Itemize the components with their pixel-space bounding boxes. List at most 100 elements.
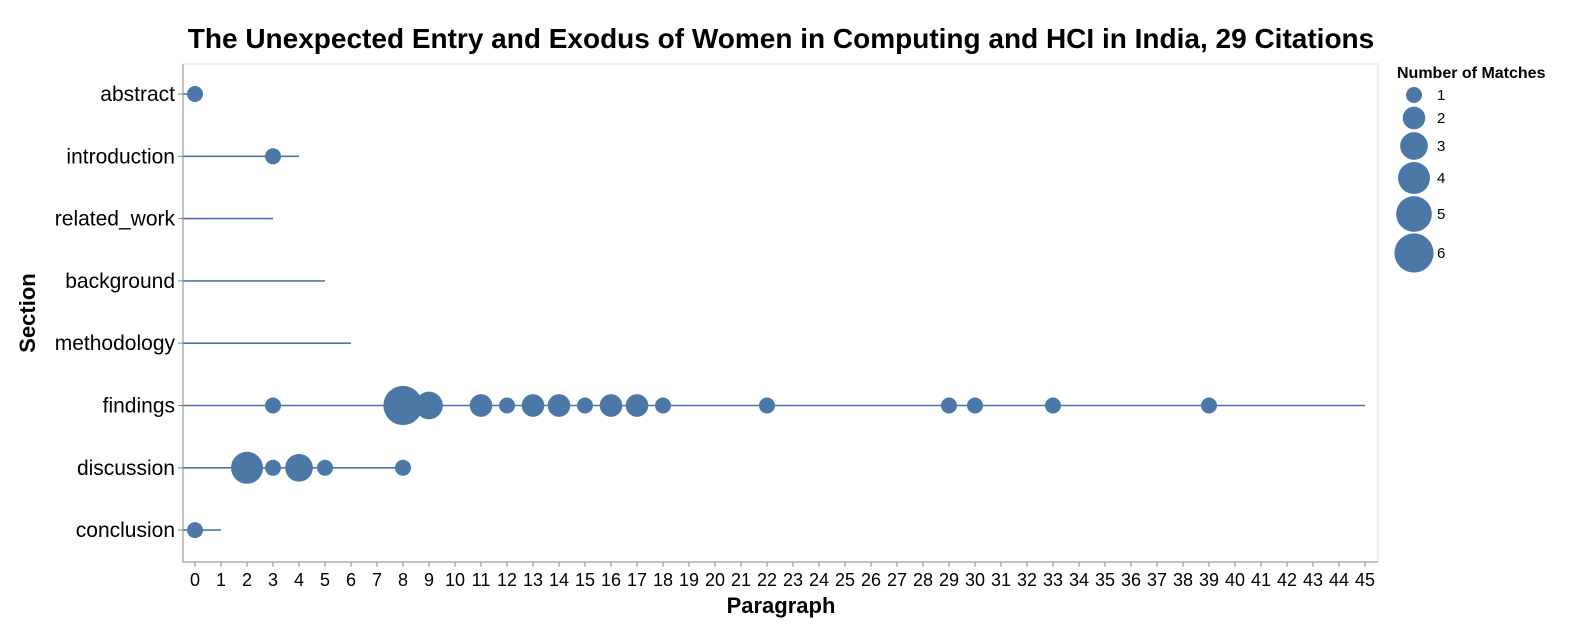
y-tick-label-related_work: related_work bbox=[55, 208, 176, 231]
x-tick-label-12: 12 bbox=[497, 570, 517, 590]
x-tick-label-13: 13 bbox=[523, 570, 543, 590]
x-tick-label-40: 40 bbox=[1225, 570, 1245, 590]
y-tick-label-methodology: methodology bbox=[55, 332, 176, 355]
legend-symbol-6 bbox=[1394, 233, 1434, 273]
plot-frame bbox=[182, 63, 1379, 563]
legend-label-4: 4 bbox=[1437, 170, 1445, 187]
point-discussion-5 bbox=[317, 459, 333, 476]
x-tick-label-32: 32 bbox=[1017, 570, 1037, 590]
x-tick-label-43: 43 bbox=[1303, 570, 1323, 590]
legend-label-6: 6 bbox=[1437, 245, 1445, 262]
point-discussion-2 bbox=[231, 451, 263, 484]
x-tick-label-14: 14 bbox=[549, 570, 569, 590]
point-findings-8 bbox=[383, 385, 423, 426]
legend-label-2: 2 bbox=[1437, 110, 1445, 127]
x-tick-label-44: 44 bbox=[1329, 570, 1349, 590]
x-tick-label-2: 2 bbox=[242, 570, 252, 590]
x-tick-label-0: 0 bbox=[190, 570, 200, 590]
x-tick-label-24: 24 bbox=[809, 570, 829, 590]
point-discussion-8 bbox=[395, 459, 411, 476]
x-tick-label-6: 6 bbox=[346, 570, 356, 590]
legend-label-1: 1 bbox=[1437, 87, 1445, 104]
x-tick-label-21: 21 bbox=[731, 570, 751, 590]
point-findings-33 bbox=[1045, 397, 1061, 414]
chart-title: The Unexpected Entry and Exodus of Women… bbox=[188, 23, 1374, 54]
point-findings-17 bbox=[625, 394, 649, 417]
x-tick-label-42: 42 bbox=[1277, 570, 1297, 590]
size-legend: Number of Matches 1 2 3 4 5 6 bbox=[1394, 65, 1546, 273]
x-tick-label-16: 16 bbox=[601, 570, 621, 590]
x-tick-label-35: 35 bbox=[1095, 570, 1115, 590]
x-tick-label-7: 7 bbox=[372, 570, 382, 590]
point-findings-22 bbox=[759, 397, 775, 414]
x-tick-label-18: 18 bbox=[653, 570, 673, 590]
legend-title: Number of Matches bbox=[1397, 65, 1546, 82]
point-findings-13 bbox=[521, 394, 545, 417]
x-tick-label-30: 30 bbox=[965, 570, 985, 590]
x-tick-label-5: 5 bbox=[320, 570, 330, 590]
x-tick-label-19: 19 bbox=[679, 570, 699, 590]
legend-symbol-2 bbox=[1402, 106, 1426, 130]
point-findings-9 bbox=[415, 391, 443, 420]
x-tick-label-17: 17 bbox=[627, 570, 647, 590]
point-discussion-4 bbox=[285, 453, 313, 482]
x-tick-label-34: 34 bbox=[1069, 570, 1089, 590]
y-axis-title: Section bbox=[15, 273, 40, 352]
x-tick-label-31: 31 bbox=[991, 570, 1011, 590]
x-tick-label-36: 36 bbox=[1121, 570, 1141, 590]
x-tick-label-29: 29 bbox=[939, 570, 959, 590]
x-tick-label-27: 27 bbox=[887, 570, 907, 590]
legend-symbol-3 bbox=[1400, 132, 1428, 160]
x-tick-label-33: 33 bbox=[1043, 570, 1063, 590]
x-axis-title: Paragraph bbox=[727, 593, 836, 618]
legend-label-3: 3 bbox=[1437, 138, 1445, 155]
x-tick-label-26: 26 bbox=[861, 570, 881, 590]
legend-symbol-5 bbox=[1396, 196, 1432, 232]
x-tick-label-8: 8 bbox=[398, 570, 408, 590]
point-abstract-0 bbox=[187, 86, 203, 102]
x-tick-label-20: 20 bbox=[705, 570, 725, 590]
x-tick-label-4: 4 bbox=[294, 570, 304, 590]
section-lines bbox=[183, 93, 1365, 531]
point-introduction-3 bbox=[265, 148, 281, 165]
point-findings-18 bbox=[655, 397, 671, 414]
point-findings-39 bbox=[1201, 397, 1217, 414]
match-points bbox=[187, 86, 1217, 539]
x-tick-label-39: 39 bbox=[1199, 570, 1219, 590]
x-axis: 0 1 2 3 4 5 6 7 8 9 10 11 12 13 14 15 16 17 18 19 20 21 22 23 24… bbox=[183, 561, 1378, 590]
x-tick-label-22: 22 bbox=[757, 570, 777, 590]
point-findings-15 bbox=[577, 397, 593, 414]
x-tick-label-9: 9 bbox=[424, 570, 434, 590]
legend-symbol-1 bbox=[1406, 87, 1422, 103]
y-tick-label-background: background bbox=[65, 270, 175, 293]
x-tick-label-25: 25 bbox=[835, 570, 855, 590]
x-tick-label-28: 28 bbox=[913, 570, 933, 590]
x-tick-label-11: 11 bbox=[472, 570, 491, 590]
y-tick-label-findings: findings bbox=[103, 395, 175, 418]
y-tick-label-introduction: introduction bbox=[66, 145, 175, 168]
point-findings-12 bbox=[499, 397, 515, 414]
x-tick-label-15: 15 bbox=[575, 570, 595, 590]
x-tick-label-1: 1 bbox=[216, 570, 226, 590]
point-discussion-3 bbox=[265, 459, 281, 476]
point-conclusion-0 bbox=[187, 522, 203, 539]
y-tick-label-conclusion: conclusion bbox=[76, 519, 175, 542]
legend-label-5: 5 bbox=[1437, 206, 1445, 223]
point-findings-3 bbox=[265, 397, 281, 414]
y-axis: abstract introduction related_work backgrou… bbox=[55, 64, 184, 562]
x-tick-label-45: 45 bbox=[1355, 570, 1375, 590]
x-tick-label-3: 3 bbox=[268, 570, 278, 590]
point-findings-14 bbox=[547, 394, 571, 417]
point-findings-11 bbox=[469, 394, 493, 417]
legend-symbol-4 bbox=[1398, 162, 1430, 194]
x-tick-label-10: 10 bbox=[445, 570, 465, 590]
x-tick-label-23: 23 bbox=[783, 570, 803, 590]
x-tick-label-38: 38 bbox=[1173, 570, 1193, 590]
point-findings-30 bbox=[967, 397, 983, 414]
x-tick-label-37: 37 bbox=[1147, 570, 1167, 590]
x-tick-label-41: 41 bbox=[1251, 570, 1271, 590]
point-findings-16 bbox=[599, 394, 623, 417]
y-tick-label-abstract: abstract bbox=[100, 83, 175, 106]
